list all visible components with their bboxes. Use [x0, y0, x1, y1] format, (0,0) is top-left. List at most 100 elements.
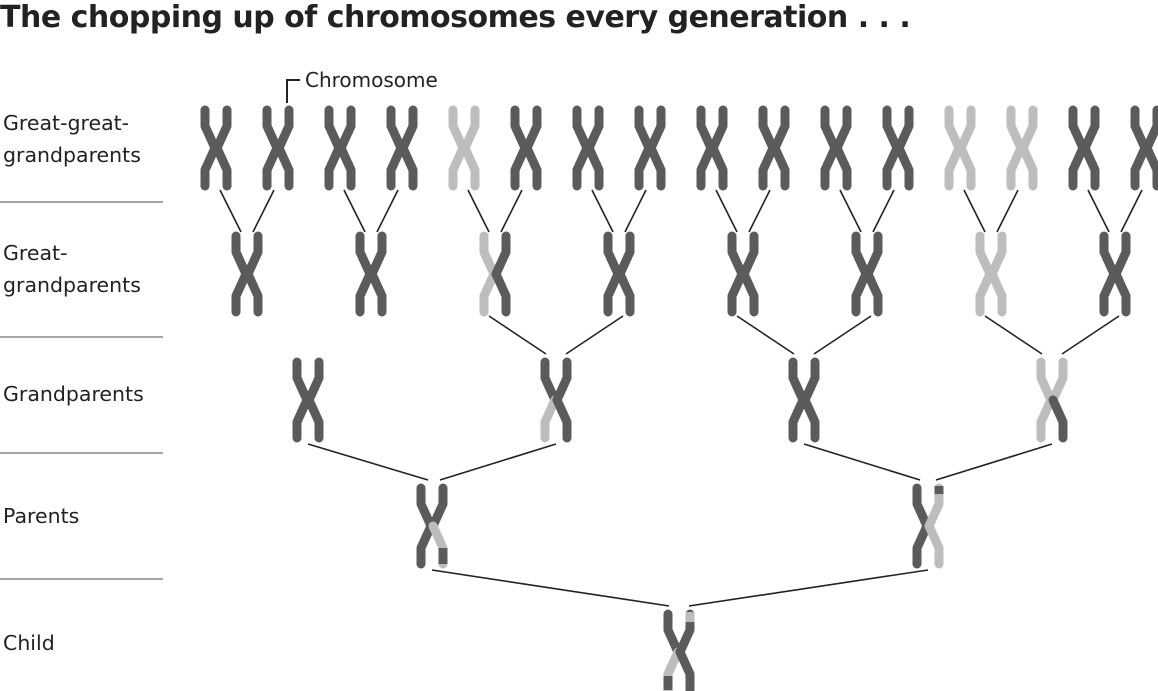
lineage-line: [803, 443, 921, 481]
chromosome-arm-segment: [1130, 143, 1150, 191]
lineage-line: [748, 189, 771, 233]
chromosome-arm-segment: [584, 105, 604, 153]
chromosome-parent: [912, 483, 944, 569]
chromosome-arm-segment: [304, 395, 324, 443]
chromosome-great-great-grandparent: [882, 105, 914, 191]
chromosome-great-grandparent: [975, 231, 1007, 317]
chromosome-arm-segment: [1080, 143, 1100, 191]
lineage-line: [624, 189, 647, 233]
chromosome-arm-segment: [646, 143, 666, 191]
chromosome-great-great-grandparent: [1130, 105, 1158, 191]
chromosome-arm-segment: [292, 357, 312, 405]
chromosome-arm-segment: [324, 105, 344, 153]
chromosome-arm-segment: [1018, 143, 1038, 191]
lineage-lines: [219, 189, 1143, 607]
lineage-line: [219, 189, 242, 233]
chromosome-arm-segment: [491, 231, 511, 279]
chromosome-arm-segment: [479, 269, 499, 317]
row-divider: [0, 452, 163, 454]
chromosome-arm-segment: [1099, 269, 1119, 317]
chromosome-arm-segment: [540, 357, 560, 405]
chromosome-arm-segment: [367, 269, 387, 317]
row-divider: [0, 336, 163, 338]
chromosome-arm-segment: [696, 143, 716, 191]
chromosome-arm-segment: [863, 269, 883, 317]
row-divider: [0, 201, 163, 203]
chromosome-great-great-grandparent: [944, 105, 976, 191]
chromosome-arm-segment: [1142, 105, 1158, 153]
diagram-title: The chopping up of chromosomes every gen…: [0, 0, 911, 35]
chromosome-arm-segment: [727, 231, 747, 279]
chromosome-arm-segment: [367, 231, 387, 279]
chromosome-arm-segment: [634, 105, 654, 153]
chromosome-arm-segment: [603, 231, 623, 279]
chromosome-arm-segment: [274, 105, 294, 153]
chromosome-arm-segment: [1142, 143, 1158, 191]
chromosome-arm-segment: [336, 105, 356, 153]
lineage-line: [996, 189, 1019, 233]
chromosome-arm-segment: [708, 143, 728, 191]
chromosome-arm-segment: [552, 395, 572, 443]
chromosome-arm-segment: [615, 269, 635, 317]
lineage-line: [488, 315, 547, 355]
chromosome-arm-segment: [727, 269, 747, 317]
chromosome-great-great-grandparent: [634, 105, 666, 191]
chromosome-arm-segment: [956, 143, 976, 191]
chromosome-arm-segment: [479, 231, 499, 279]
chromosome-arm-segment: [262, 143, 282, 191]
lineage-line: [376, 189, 399, 233]
chromosome-grandparent: [788, 357, 820, 443]
chromosome-arm-segment: [851, 231, 871, 279]
row-label-child: Child: [3, 631, 55, 655]
chromosome-great-grandparent: [231, 231, 263, 317]
chromosome-arm-segment: [863, 231, 883, 279]
lineage-line: [736, 315, 795, 355]
chromosome-arm-segment: [552, 357, 572, 405]
chromosome-great-grandparent: [727, 231, 759, 317]
chromosome-arm-segment: [572, 143, 592, 191]
chromosome-arm-segment: [200, 105, 220, 153]
chromosome-arm-segment: [274, 143, 294, 191]
chromosome-arm-segment: [924, 521, 944, 569]
row-label-parents: Parents: [3, 504, 80, 528]
chromosome-arm-segment: [800, 395, 820, 443]
chromosome-arm-segment: [663, 609, 683, 657]
chromosome-arm-segment: [708, 105, 728, 153]
chromosome-arm-segment: [820, 143, 840, 191]
chromosome-arm-segment: [386, 143, 406, 191]
chromosome-arm-segment: [292, 395, 312, 443]
chromosome-arm-segment: [770, 143, 790, 191]
chromosome-arm-segment: [243, 269, 263, 317]
chromosome-arm-segment: [460, 143, 480, 191]
chromosome-great-great-grandparent: [324, 105, 356, 191]
chromosome-arm-segment: [832, 143, 852, 191]
chromosome-arm-segment: [1018, 105, 1038, 153]
chromosome-arm-segment: [1036, 395, 1056, 443]
chromosome-great-great-grandparent: [448, 105, 480, 191]
chromosome-arm-segment: [231, 231, 251, 279]
lineage-line: [1087, 189, 1110, 233]
chromosome-arm-segment: [851, 269, 871, 317]
chromosome-arm-segment: [416, 483, 436, 531]
chromosome-arm-segment: [460, 105, 480, 153]
chromosome-arm-segment: [1036, 357, 1056, 405]
chromosome-arm-segment: [1111, 231, 1131, 279]
chromosome-arm-segment: [1130, 105, 1150, 153]
chromosome-arm-segment: [200, 143, 220, 191]
chromosome-arm-segment: [231, 269, 251, 317]
chromosome-arm-segment: [1048, 395, 1068, 443]
chromosome-arm-segment: [800, 357, 820, 405]
chromosome-arm-segment: [304, 357, 324, 405]
chromosome-great-grandparent: [603, 231, 635, 317]
chromosome-arm-segment: [572, 105, 592, 153]
lineage-line: [591, 189, 614, 233]
chromosome-arm-segment: [386, 105, 406, 153]
lineage-line: [935, 443, 1053, 481]
chromosome-arm-segment: [584, 143, 604, 191]
chromosome-arm-segment: [758, 105, 778, 153]
chromosome-layer: [200, 105, 1158, 691]
chromosome-great-great-grandparent: [386, 105, 418, 191]
chromosome-arm-segment: [448, 143, 468, 191]
chromosome-great-grandparent: [1099, 231, 1131, 317]
